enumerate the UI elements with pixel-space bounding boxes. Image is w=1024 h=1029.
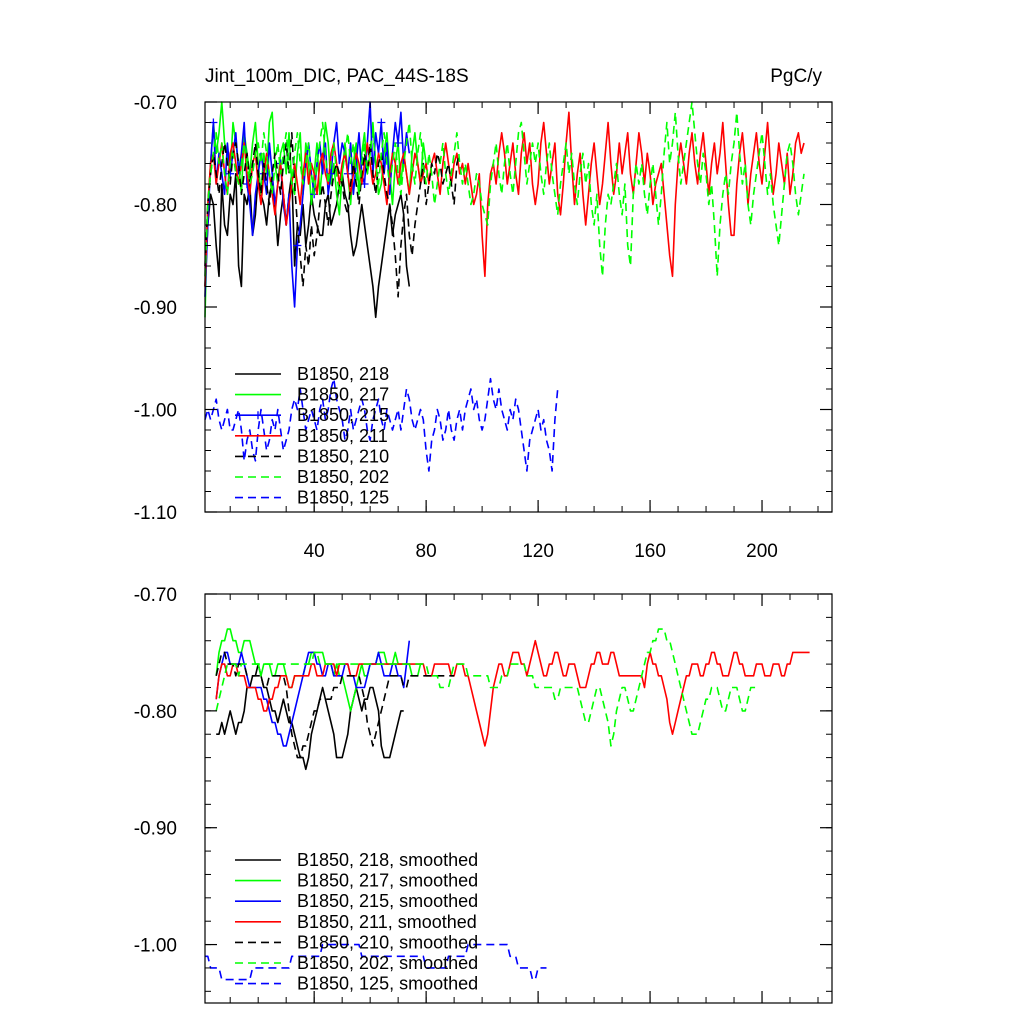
series-line-b1850-202-smoothed	[215, 628, 760, 747]
plot-frame	[204, 593, 833, 1004]
y-tick-label: -0.70	[134, 93, 177, 114]
legend-label-b1850-218-smoothed: B1850, 218, smoothed	[297, 850, 478, 870]
top-panel-units: PgC/y	[770, 66, 822, 87]
top-panel-title: Jint_100m_DIC, PAC_44S-18S	[205, 66, 469, 87]
series-marker-b1850-215	[377, 118, 386, 127]
series-line-b1850-125	[204, 377, 559, 472]
series-line-b1850-202	[204, 101, 805, 278]
top-panel: Jint_100m_DIC, PAC_44S-18S PgC/y -0.70-0…	[134, 66, 833, 562]
legend-label-b1850-211: B1850, 211	[297, 426, 388, 446]
series-line-b1850-218-smoothed	[216, 663, 404, 771]
top-panel-axes: -0.70 -0.80 -0.90 -1.00 -1.10 40 80 120 160 200	[134, 93, 833, 562]
legend-label-b1850-202-smoothed: B1850, 202, smoothed	[297, 953, 478, 973]
legend-label-b1850-125-smoothed: B1850, 125, smoothed	[297, 974, 478, 994]
y-tick-label: -1.00	[134, 401, 177, 422]
legend-label-b1850-217-smoothed: B1850, 217, smoothed	[297, 871, 478, 891]
series-line-b1850-125-smoothed	[205, 943, 547, 981]
legend-label-b1850-210: B1850, 210	[297, 446, 389, 466]
legend-label-b1850-218: B1850, 218	[297, 364, 389, 384]
series-line-b1850-210-smoothed	[215, 651, 455, 759]
y-tick-label: -0.80	[134, 196, 177, 217]
x-tick-label: 40	[304, 541, 325, 562]
series-line-b1850-215	[204, 101, 411, 308]
series-line-b1850-217	[204, 101, 427, 318]
legend-label-b1850-215-smoothed: B1850, 215, smoothed	[297, 891, 478, 911]
y-tick-label: -0.80	[134, 702, 177, 723]
legend-label-b1850-211-smoothed: B1850, 211, smoothed	[297, 912, 477, 932]
y-tick-label: -0.90	[134, 298, 177, 319]
top-panel-series	[204, 101, 805, 472]
legend-label-b1850-210-smoothed: B1850, 210, smoothed	[297, 932, 478, 952]
series-line-b1850-218	[204, 173, 411, 319]
y-tick-label: -1.10	[134, 503, 177, 524]
x-tick-label: 120	[522, 541, 554, 562]
series-marker-b1850-215	[242, 180, 251, 188]
y-tick-label: -0.90	[134, 819, 177, 840]
series-line-b1850-215-smoothed	[215, 640, 411, 747]
series-line-b1850-211-smoothed	[215, 639, 810, 747]
series-line-b1850-210	[204, 132, 461, 298]
series-marker-b1850-215	[293, 241, 302, 250]
legend-label-b1850-125: B1850, 125	[297, 488, 389, 508]
y-tick-label: -0.70	[134, 585, 177, 606]
series-marker-b1850-215	[326, 169, 335, 178]
x-tick-label: 200	[746, 541, 778, 562]
legend-label-b1850-217: B1850, 217	[297, 385, 389, 405]
x-tick-label: 80	[416, 541, 437, 562]
bottom-panel-series	[205, 628, 810, 981]
y-tick-label: -1.00	[134, 936, 177, 957]
bottom-panel: -0.70 -0.80 -0.90 -1.00 B1850, 218, smoothe…	[134, 585, 833, 1004]
series-marker-b1850-215	[226, 169, 235, 178]
bottom-panel-axes: -0.70 -0.80 -0.90 -1.00	[134, 585, 833, 1004]
series-line-b1850-211	[204, 111, 805, 287]
legend-marker-b1850-215	[254, 411, 262, 420]
legend-label-b1850-215: B1850, 215	[297, 405, 389, 425]
x-tick-label: 160	[634, 541, 666, 562]
legend-label-b1850-202: B1850, 202	[297, 467, 389, 487]
